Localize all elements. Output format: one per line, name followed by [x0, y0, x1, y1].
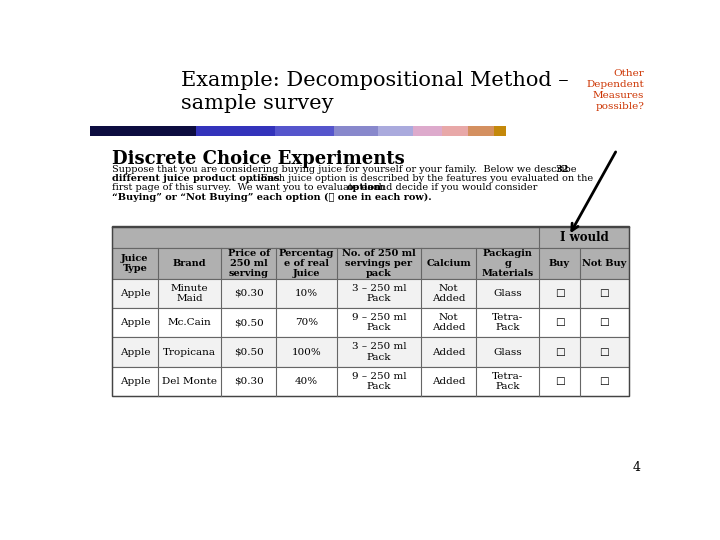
- Text: 10%: 10%: [295, 289, 318, 298]
- Text: □: □: [599, 289, 609, 298]
- Bar: [468, 126, 494, 136]
- Text: 70%: 70%: [295, 318, 318, 327]
- Text: 32: 32: [555, 165, 569, 174]
- Bar: [112, 308, 629, 338]
- Text: first page of this survey.  We want you to evaluate each: first page of this survey. We want you t…: [112, 184, 387, 192]
- Bar: [378, 126, 413, 136]
- Text: Calcium: Calcium: [426, 259, 471, 268]
- Text: Juice
Type: Juice Type: [121, 254, 148, 273]
- Text: Apple: Apple: [120, 289, 150, 298]
- Bar: [334, 126, 378, 136]
- Text: $0.30: $0.30: [234, 377, 264, 386]
- Text: Del Monte: Del Monte: [162, 377, 217, 386]
- Text: 9 – 250 ml
Pack: 9 – 250 ml Pack: [351, 313, 406, 333]
- Text: “Buying” or “Not Buying” each option (☑ one in each row).: “Buying” or “Not Buying” each option (☑ …: [112, 193, 431, 202]
- Text: Added: Added: [432, 377, 465, 386]
- Text: □: □: [554, 318, 564, 327]
- Text: Apple: Apple: [120, 377, 150, 386]
- Bar: [494, 126, 506, 136]
- Bar: [112, 226, 629, 396]
- Text: □: □: [599, 318, 609, 327]
- Bar: [112, 338, 629, 367]
- Text: Discrete Choice Experiments: Discrete Choice Experiments: [112, 150, 405, 167]
- Text: Mc.Cain: Mc.Cain: [168, 318, 212, 327]
- Text: $0.50: $0.50: [234, 318, 264, 327]
- Text: $0.30: $0.30: [234, 289, 264, 298]
- Bar: [112, 248, 629, 279]
- Bar: [275, 126, 334, 136]
- Text: 4: 4: [632, 462, 640, 475]
- Text: Packagin
g
Materials: Packagin g Materials: [482, 248, 534, 278]
- Text: □: □: [599, 348, 609, 356]
- Text: Price of
250 ml
serving: Price of 250 ml serving: [228, 248, 270, 278]
- Text: Tropicana: Tropicana: [163, 348, 216, 356]
- Bar: [112, 226, 629, 248]
- Text: □: □: [599, 377, 609, 386]
- Text: Minute
Maid: Minute Maid: [171, 284, 209, 303]
- Text: 9 – 250 ml
Pack: 9 – 250 ml Pack: [351, 372, 406, 391]
- Text: 3 – 250 ml
Pack: 3 – 250 ml Pack: [351, 284, 406, 303]
- Text: Tetra-
Pack: Tetra- Pack: [492, 372, 523, 391]
- Text: □: □: [554, 348, 564, 356]
- Text: Percentag
e of real
Juice: Percentag e of real Juice: [279, 248, 334, 278]
- Text: 40%: 40%: [295, 377, 318, 386]
- Bar: [112, 367, 629, 396]
- Text: Apple: Apple: [120, 348, 150, 356]
- Text: I would: I would: [559, 231, 608, 244]
- Text: Suppose that you are considering buying juice for yourself or your family.  Belo: Suppose that you are considering buying …: [112, 165, 580, 174]
- Text: Glass: Glass: [493, 289, 522, 298]
- Text: $0.50: $0.50: [234, 348, 264, 356]
- Text: Example: Decompositional Method –
sample survey: Example: Decompositional Method – sample…: [181, 71, 569, 113]
- Bar: [196, 126, 275, 136]
- Text: different juice product options: different juice product options: [112, 174, 279, 183]
- Text: Glass: Glass: [493, 348, 522, 356]
- Text: .  Each juice option is described by the features you evaluated on the: . Each juice option is described by the …: [251, 174, 593, 183]
- Bar: [90, 126, 196, 136]
- Text: Not
Added: Not Added: [432, 313, 465, 333]
- Text: and decide if you would consider: and decide if you would consider: [371, 184, 537, 192]
- Text: Other
Dependent
Measures
possible?: Other Dependent Measures possible?: [586, 69, 644, 111]
- Text: 3 – 250 ml
Pack: 3 – 250 ml Pack: [351, 342, 406, 362]
- Text: Apple: Apple: [120, 318, 150, 327]
- Text: Brand: Brand: [173, 259, 207, 268]
- Text: 100%: 100%: [292, 348, 321, 356]
- Text: □: □: [554, 377, 564, 386]
- Bar: [112, 279, 629, 308]
- Text: option: option: [346, 184, 382, 192]
- Text: Not
Added: Not Added: [432, 284, 465, 303]
- Bar: [442, 126, 468, 136]
- Text: No. of 250 ml
servings per
pack: No. of 250 ml servings per pack: [342, 248, 416, 278]
- Text: Tetra-
Pack: Tetra- Pack: [492, 313, 523, 333]
- Text: Not Buy: Not Buy: [582, 259, 626, 268]
- Text: Added: Added: [432, 348, 465, 356]
- Text: Buy: Buy: [549, 259, 570, 268]
- Bar: [413, 126, 442, 136]
- Text: □: □: [554, 289, 564, 298]
